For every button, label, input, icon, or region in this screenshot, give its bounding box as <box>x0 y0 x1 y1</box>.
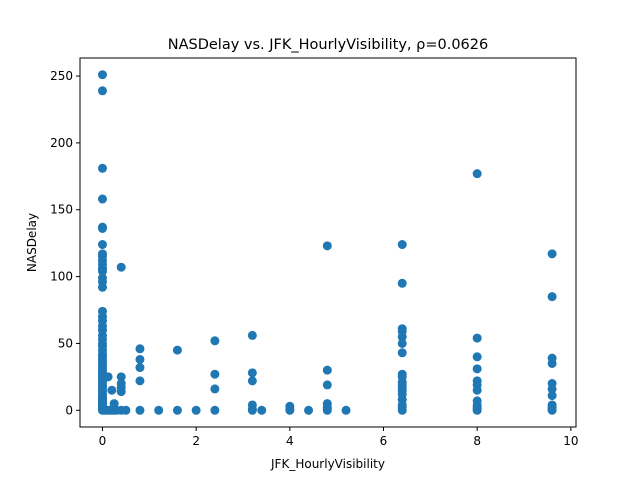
data-point <box>247 330 257 340</box>
x-tick-label: 8 <box>473 434 481 448</box>
data-point <box>397 348 407 358</box>
y-tick-label: 50 <box>58 336 73 350</box>
x-axis-label: JFK_HourlyVisibility <box>270 457 385 471</box>
data-points <box>97 70 557 415</box>
data-point <box>97 163 107 173</box>
data-point <box>116 262 126 272</box>
data-point <box>172 405 182 415</box>
data-point <box>547 292 557 302</box>
data-point <box>247 368 257 378</box>
y-tick-label: 250 <box>50 69 73 83</box>
data-point <box>97 194 107 204</box>
data-point <box>103 372 113 382</box>
data-point <box>397 240 407 250</box>
data-point <box>210 384 220 394</box>
data-point <box>97 240 107 250</box>
data-point <box>322 365 332 375</box>
x-axis-ticks: 0 2 4 6 8 10 <box>99 427 578 448</box>
data-point <box>472 385 482 395</box>
x-tick-label: 2 <box>192 434 200 448</box>
data-point <box>97 86 107 96</box>
data-point <box>547 384 557 394</box>
data-point <box>397 338 407 348</box>
data-point <box>210 369 220 379</box>
data-point <box>285 405 295 415</box>
data-point <box>135 405 145 415</box>
data-point <box>547 249 557 259</box>
data-point <box>247 405 257 415</box>
x-tick-label: 0 <box>99 434 107 448</box>
data-point <box>304 405 314 415</box>
data-point <box>154 405 164 415</box>
y-tick-label: 0 <box>65 403 73 417</box>
y-tick-label: 200 <box>50 136 73 150</box>
data-point <box>322 380 332 390</box>
data-point <box>472 169 482 179</box>
data-point <box>116 387 126 397</box>
data-point <box>210 336 220 346</box>
data-point <box>472 352 482 362</box>
data-point <box>97 266 107 276</box>
data-point <box>472 364 482 374</box>
x-tick-label: 10 <box>563 434 578 448</box>
data-point <box>135 344 145 354</box>
y-axis-label: NASDelay <box>25 213 39 272</box>
data-point <box>97 223 107 233</box>
data-point <box>116 372 126 382</box>
y-axis-ticks: 0 50 100 150 200 250 <box>50 69 80 417</box>
data-point <box>121 405 131 415</box>
data-point <box>210 405 220 415</box>
data-point <box>135 354 145 364</box>
data-point <box>135 376 145 386</box>
x-tick-label: 4 <box>286 434 294 448</box>
data-point <box>97 282 107 292</box>
data-point <box>107 385 117 395</box>
data-point <box>135 363 145 373</box>
data-point <box>322 241 332 251</box>
data-point <box>397 405 407 415</box>
data-point <box>247 376 257 386</box>
data-point <box>341 405 351 415</box>
y-tick-label: 100 <box>50 270 73 284</box>
data-point <box>472 333 482 343</box>
data-point <box>191 405 201 415</box>
data-point <box>397 332 407 342</box>
chart-title: NASDelay vs. JFK_HourlyVisibility, ρ=0.0… <box>168 37 489 53</box>
data-point <box>97 70 107 80</box>
plot-frame <box>79 57 577 428</box>
data-point <box>172 345 182 355</box>
data-point <box>472 405 482 415</box>
data-point <box>397 278 407 288</box>
y-tick-label: 150 <box>50 203 73 217</box>
data-point <box>547 358 557 368</box>
x-tick-label: 6 <box>380 434 388 448</box>
data-point <box>547 391 557 401</box>
data-point <box>322 405 332 415</box>
data-point <box>547 405 557 415</box>
data-point <box>257 405 267 415</box>
